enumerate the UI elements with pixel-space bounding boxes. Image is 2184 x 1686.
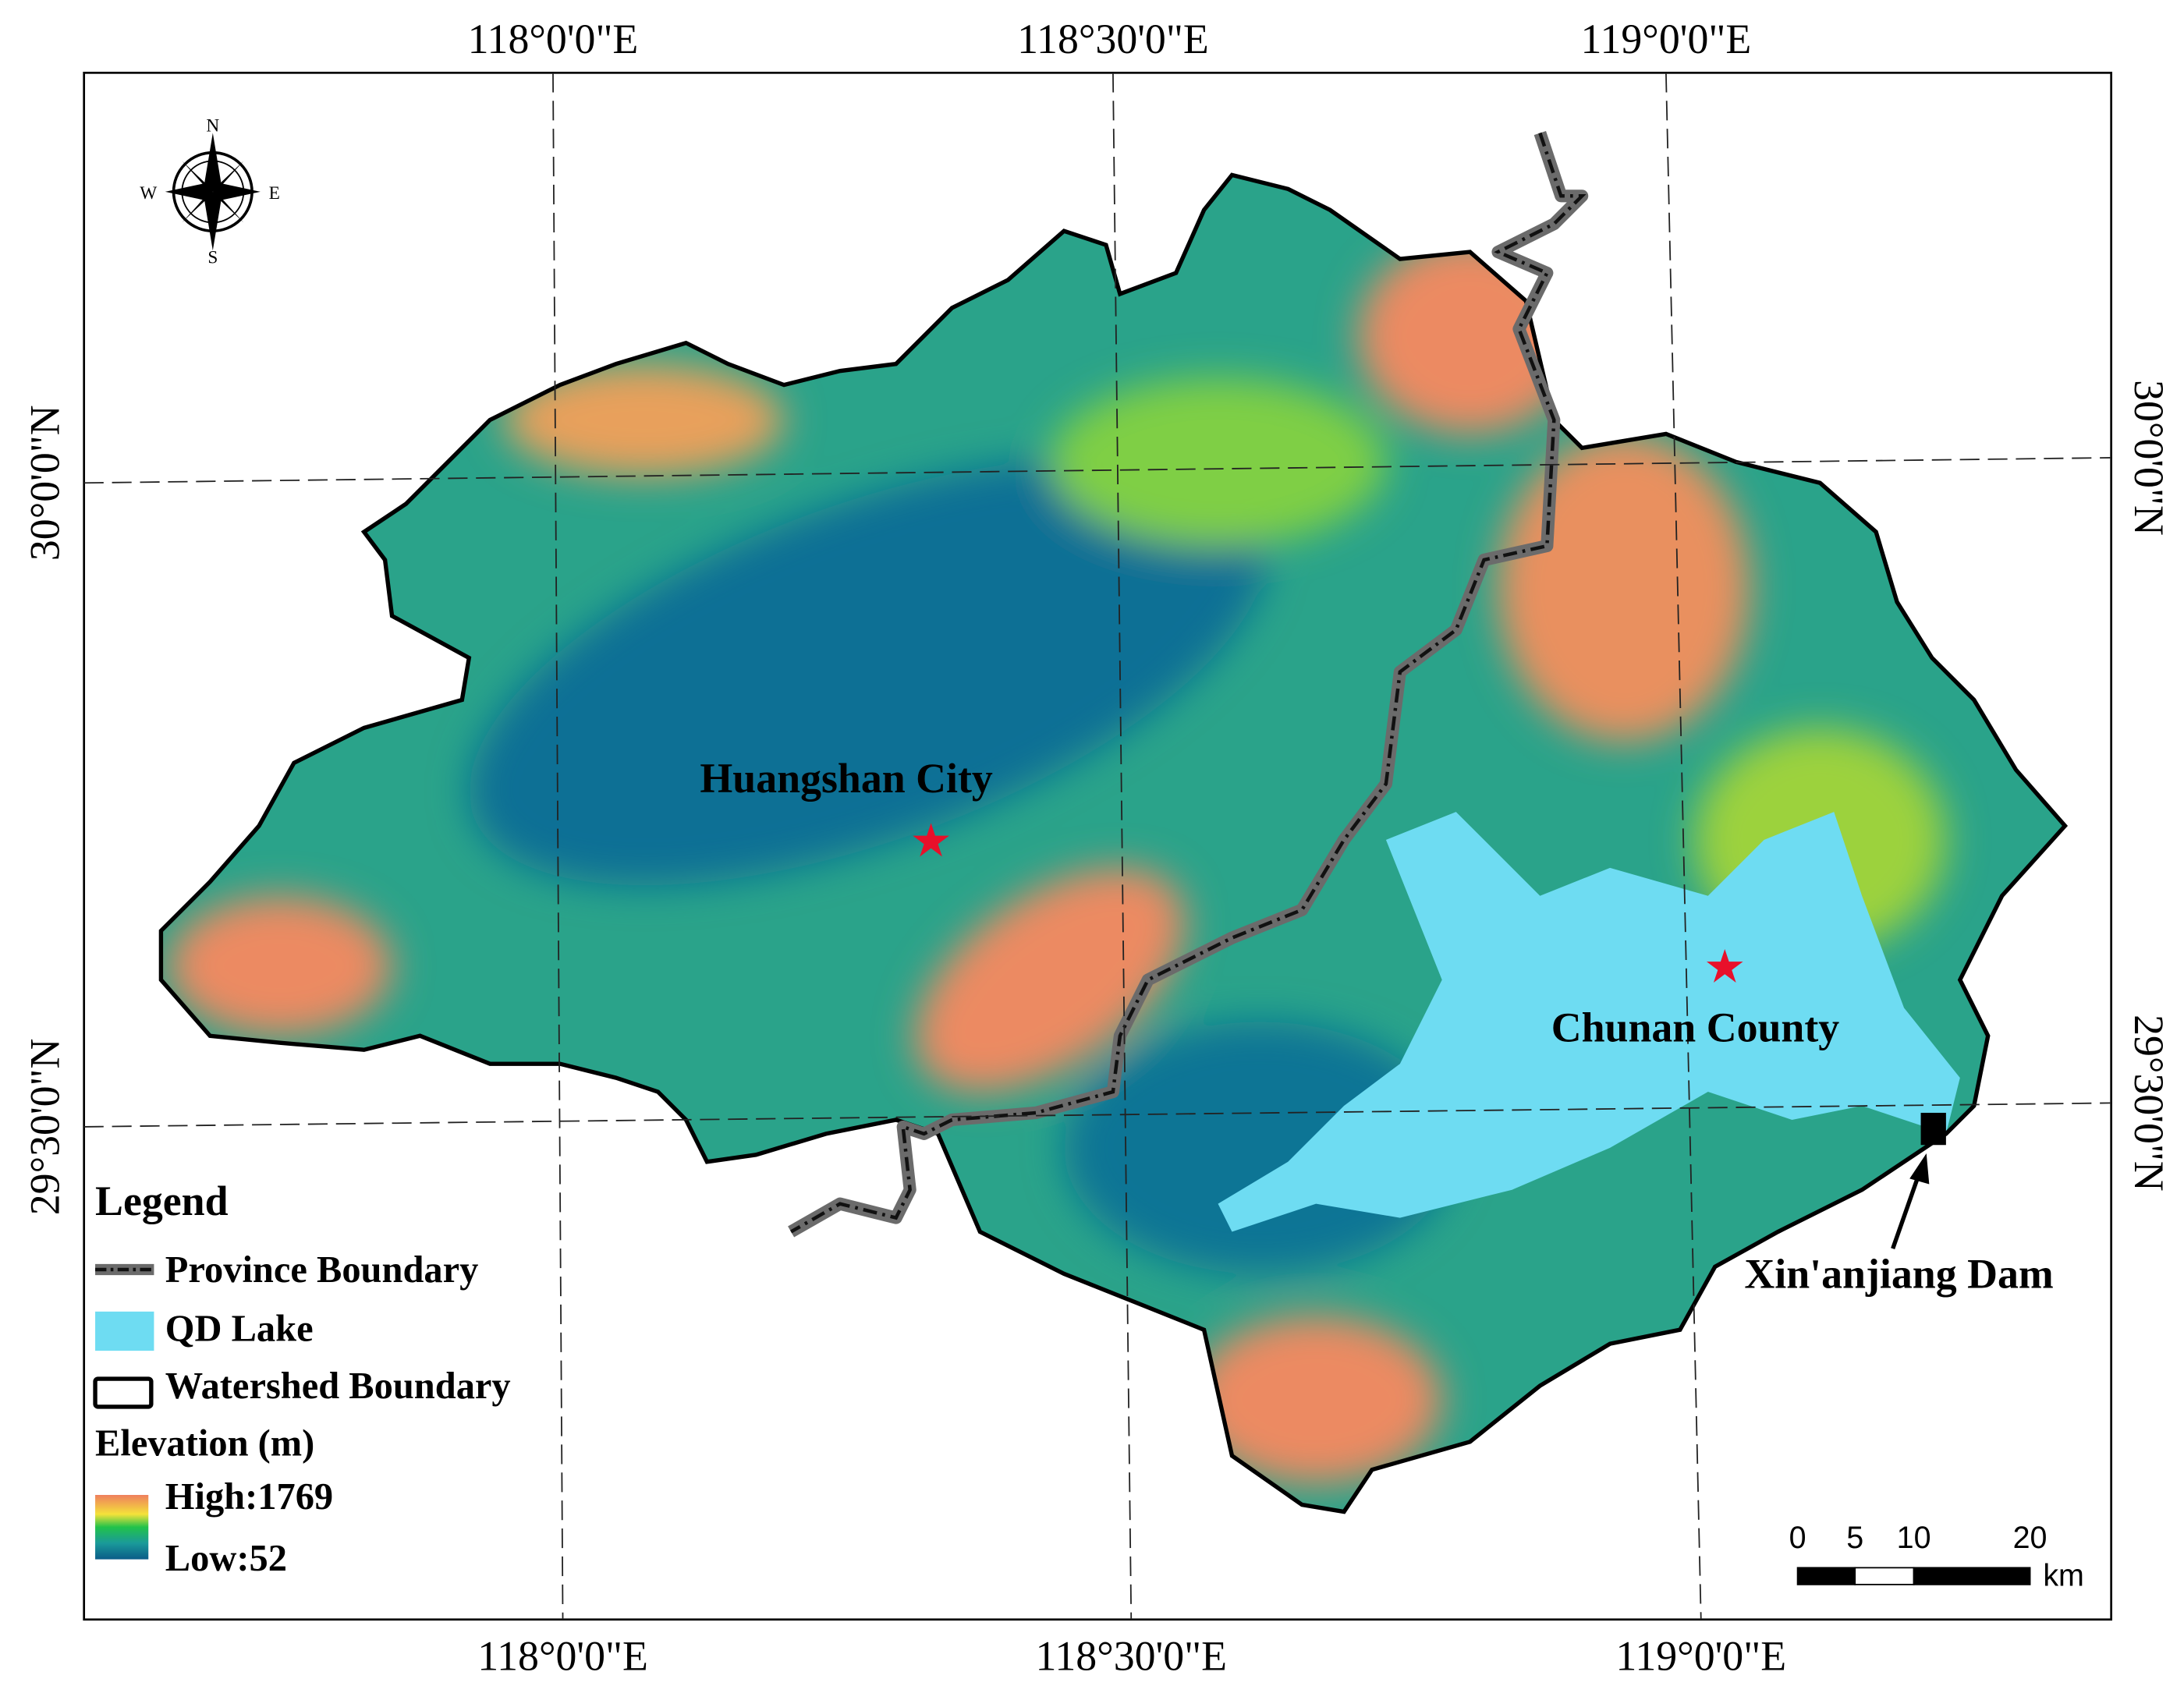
parallel <box>83 457 2111 484</box>
dam-marker <box>1920 1112 1946 1146</box>
lon-label: 119°0'0"E <box>1615 1632 1786 1679</box>
county-star <box>1706 948 1743 983</box>
lat-label: 30°0'0"N <box>21 405 68 561</box>
elevation-high: High:1769 <box>165 1476 333 1518</box>
place-label: Xin'anjiang Dam <box>1744 1250 2053 1297</box>
compass-e: E <box>269 183 280 204</box>
scale-label: 0 <box>1789 1521 1806 1555</box>
lon-label: 118°0'0"E <box>477 1632 648 1679</box>
scale-unit: km <box>2043 1559 2084 1593</box>
lat-label: 30°0'0"N <box>2126 380 2172 536</box>
dam-arrowhead <box>1909 1153 1930 1185</box>
legend-title: Legend <box>95 1178 229 1224</box>
lat-label: 29°30'0"N <box>21 1039 68 1216</box>
elevation-low: Low:52 <box>165 1538 287 1579</box>
compass: N E S W <box>140 116 280 268</box>
place-label: Huangshan City <box>700 755 993 802</box>
meridian <box>552 73 564 1620</box>
graticule <box>83 73 2111 1620</box>
scale-label: 20 <box>2013 1521 2048 1555</box>
scale-segment <box>1796 1567 1856 1585</box>
province-boundary-dash <box>789 132 1587 1234</box>
qd-lake <box>1218 812 1960 1232</box>
scale-bar: 0 5 10 20 km <box>1789 1521 2084 1592</box>
compass-s: S <box>207 247 218 267</box>
lat-label: 29°30'0"N <box>2126 1015 2172 1192</box>
legend-item: QD Lake <box>165 1309 314 1350</box>
legend-subtitle: Elevation (m) <box>95 1423 314 1465</box>
lon-label: 118°30'0"E <box>1017 16 1209 62</box>
scale-label: 5 <box>1846 1521 1863 1555</box>
scale-label: 10 <box>1897 1521 1931 1555</box>
lon-label: 119°0'0"E <box>1581 16 1752 62</box>
scale-segment <box>1913 1567 2031 1585</box>
parallel <box>83 1102 2111 1128</box>
legend-swatch <box>95 1311 154 1351</box>
city-star <box>913 823 949 857</box>
lon-label: 118°30'0"E <box>1035 1632 1227 1679</box>
legend-item: Province Boundary <box>165 1249 479 1291</box>
legend-swatch <box>93 1376 154 1409</box>
compass-n: N <box>206 116 219 136</box>
dam-arrow <box>1891 1167 1923 1249</box>
place-label: Chunan County <box>1551 1004 1840 1050</box>
elevation-ramp <box>95 1494 149 1560</box>
lon-label: 118°0'0"E <box>468 16 639 62</box>
legend-item: Watershed Boundary <box>165 1365 511 1407</box>
compass-w: W <box>140 183 157 204</box>
scale-segment <box>1854 1567 1915 1585</box>
legend: Legend Province Boundary QD Lake Watersh… <box>93 1178 511 1579</box>
meridian <box>1665 73 1702 1620</box>
meridian <box>1112 73 1133 1620</box>
